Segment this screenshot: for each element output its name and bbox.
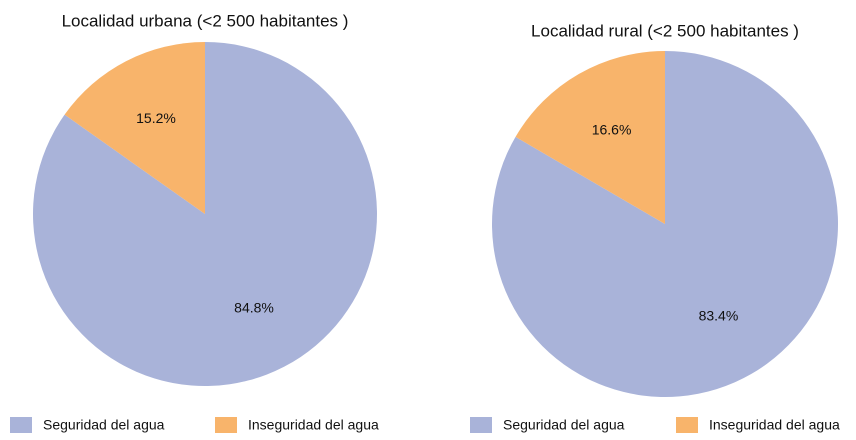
legend-label: Seguridad del agua [43, 417, 165, 433]
legend-label: Inseguridad del agua [709, 417, 840, 433]
legend-swatch [676, 417, 698, 433]
data-label: 83.4% [699, 308, 739, 324]
pie-slice [64, 42, 205, 214]
chart-title: Localidad urbana (<2 500 habitantes ) [62, 11, 349, 30]
data-label: 16.6% [592, 122, 632, 138]
pie-slice [32, 42, 377, 387]
chart-title: Localidad rural (<2 500 habitantes ) [531, 21, 799, 40]
legend-label: Inseguridad del agua [248, 417, 379, 433]
data-label: 84.8% [234, 299, 274, 315]
legend-swatch [10, 417, 32, 433]
pie-slice [515, 51, 665, 224]
data-label: 15.2% [136, 110, 176, 126]
legend-swatch [215, 417, 237, 433]
legend-label: Seguridad del agua [503, 417, 625, 433]
legend-swatch [470, 417, 492, 433]
